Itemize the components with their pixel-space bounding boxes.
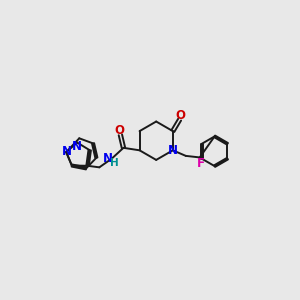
Text: O: O xyxy=(115,124,125,137)
Text: N: N xyxy=(61,145,71,158)
Text: N: N xyxy=(72,140,82,153)
Text: F: F xyxy=(197,157,205,170)
Text: N: N xyxy=(168,144,178,157)
Text: H: H xyxy=(110,158,119,168)
Text: N: N xyxy=(103,152,113,165)
Text: O: O xyxy=(175,109,185,122)
